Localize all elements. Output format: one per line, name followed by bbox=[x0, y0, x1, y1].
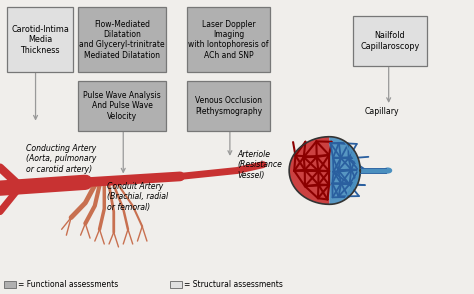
FancyBboxPatch shape bbox=[78, 7, 166, 72]
Text: Nailfold
Capillaroscopy: Nailfold Capillaroscopy bbox=[360, 31, 419, 51]
FancyBboxPatch shape bbox=[187, 7, 270, 72]
Text: Laser Doppler
Imaging
with Iontophoresis of
ACh and SNP: Laser Doppler Imaging with Iontophoresis… bbox=[189, 20, 269, 60]
FancyBboxPatch shape bbox=[4, 281, 16, 288]
Text: Flow-Mediated
Dilatation
and Glyceryl-trinitrate
Mediated Dilatation: Flow-Mediated Dilatation and Glyceryl-tr… bbox=[79, 20, 165, 60]
Text: Venous Occlusion
Plethysmography: Venous Occlusion Plethysmography bbox=[195, 96, 262, 116]
FancyBboxPatch shape bbox=[170, 281, 182, 288]
FancyBboxPatch shape bbox=[7, 7, 73, 72]
Polygon shape bbox=[329, 137, 360, 204]
FancyBboxPatch shape bbox=[78, 81, 166, 131]
Text: Conduit Artery
(Brachial, radial
or femoral): Conduit Artery (Brachial, radial or femo… bbox=[107, 182, 168, 212]
Circle shape bbox=[384, 168, 392, 173]
Text: Pulse Wave Analysis
And Pulse Wave
Velocity: Pulse Wave Analysis And Pulse Wave Veloc… bbox=[83, 91, 161, 121]
Text: = Structural assessments: = Structural assessments bbox=[184, 280, 283, 289]
Text: Carotid-Intima
Media
Thickness: Carotid-Intima Media Thickness bbox=[11, 25, 69, 55]
Polygon shape bbox=[289, 137, 329, 204]
FancyBboxPatch shape bbox=[187, 81, 270, 131]
Text: Capillary: Capillary bbox=[365, 107, 400, 116]
FancyBboxPatch shape bbox=[353, 16, 427, 66]
Text: = Functional assessments: = Functional assessments bbox=[18, 280, 118, 289]
Text: Arteriole
(Resistance
Vessel): Arteriole (Resistance Vessel) bbox=[237, 150, 282, 180]
Text: Conducting Artery
(Aorta, pulmonary
or carotid artery): Conducting Artery (Aorta, pulmonary or c… bbox=[26, 144, 96, 174]
